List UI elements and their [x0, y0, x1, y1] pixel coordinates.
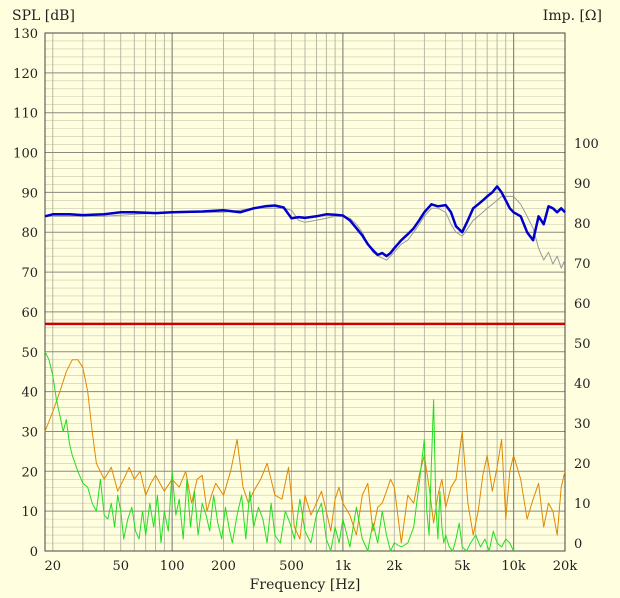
x-tick-label: 20 — [45, 559, 62, 574]
y-tick-label-left: 20 — [21, 465, 38, 480]
y-tick-label-left: 70 — [21, 266, 38, 281]
y-tick-label-right: 80 — [574, 217, 591, 232]
y-tick-label-left: 10 — [21, 505, 38, 520]
x-tick-label: 100 — [160, 559, 185, 574]
y-axis-label-right: Imp. [Ω] — [543, 8, 602, 24]
y-tick-label-left: 80 — [21, 226, 38, 241]
x-tick-label: 20k — [553, 559, 578, 574]
y-tick-label-left: 60 — [21, 306, 38, 321]
x-tick-label: 500 — [279, 559, 304, 574]
y-tick-label-right: 10 — [574, 497, 591, 512]
y-axis-label-left: SPL [dB] — [12, 8, 75, 24]
series-line-orange — [44, 359, 566, 544]
y-tick-label-right: 30 — [574, 417, 591, 432]
y-tick-label-left: 90 — [21, 186, 38, 201]
series-layer — [44, 185, 566, 552]
x-tick-label: 200 — [211, 559, 236, 574]
y-tick-label-left: 40 — [21, 386, 38, 401]
y-tick-label-right: 100 — [574, 137, 599, 152]
y-tick-label-right: 90 — [574, 177, 591, 192]
plot-frame — [44, 32, 566, 552]
x-axis-label: Frequency [Hz] — [250, 577, 361, 593]
y-tick-label-right: 50 — [574, 337, 591, 352]
y-tick-label-left: 100 — [13, 147, 38, 162]
series-line-gray — [45, 195, 566, 269]
y-tick-label-right: 20 — [574, 457, 591, 472]
grid-minor — [45, 33, 566, 551]
y-tick-label-left: 110 — [13, 107, 38, 122]
y-tick-label-right: 0 — [574, 537, 582, 552]
y-tick-labels-left: 0 10 20 30 40 50 60 70 80 90 100 110 120 130 — [13, 27, 38, 560]
x-tick-label: 2k — [386, 559, 402, 574]
x-tick-label: 10k — [501, 559, 526, 574]
y-tick-label-right: 60 — [574, 297, 591, 312]
y-tick-label-right: 40 — [574, 377, 591, 392]
x-tick-label: 5k — [454, 559, 470, 574]
x-tick-labels: 20 50 100 200 500 1k 2k 5k 10k 20k — [45, 559, 578, 574]
y-tick-label-left: 50 — [21, 346, 38, 361]
x-tick-label: 50 — [112, 559, 129, 574]
series-line-blue — [44, 185, 566, 258]
y-tick-label-left: 130 — [13, 27, 38, 42]
y-tick-label-right: 70 — [574, 257, 591, 272]
series-line-green — [44, 351, 515, 552]
x-tick-label: 1k — [335, 559, 351, 574]
y-tick-labels-right: 0 10 20 30 40 50 60 70 80 90 100 — [574, 137, 599, 552]
y-tick-label-left: 0 — [30, 545, 38, 560]
y-tick-label-left: 120 — [13, 67, 38, 82]
y-tick-label-left: 30 — [21, 425, 38, 440]
